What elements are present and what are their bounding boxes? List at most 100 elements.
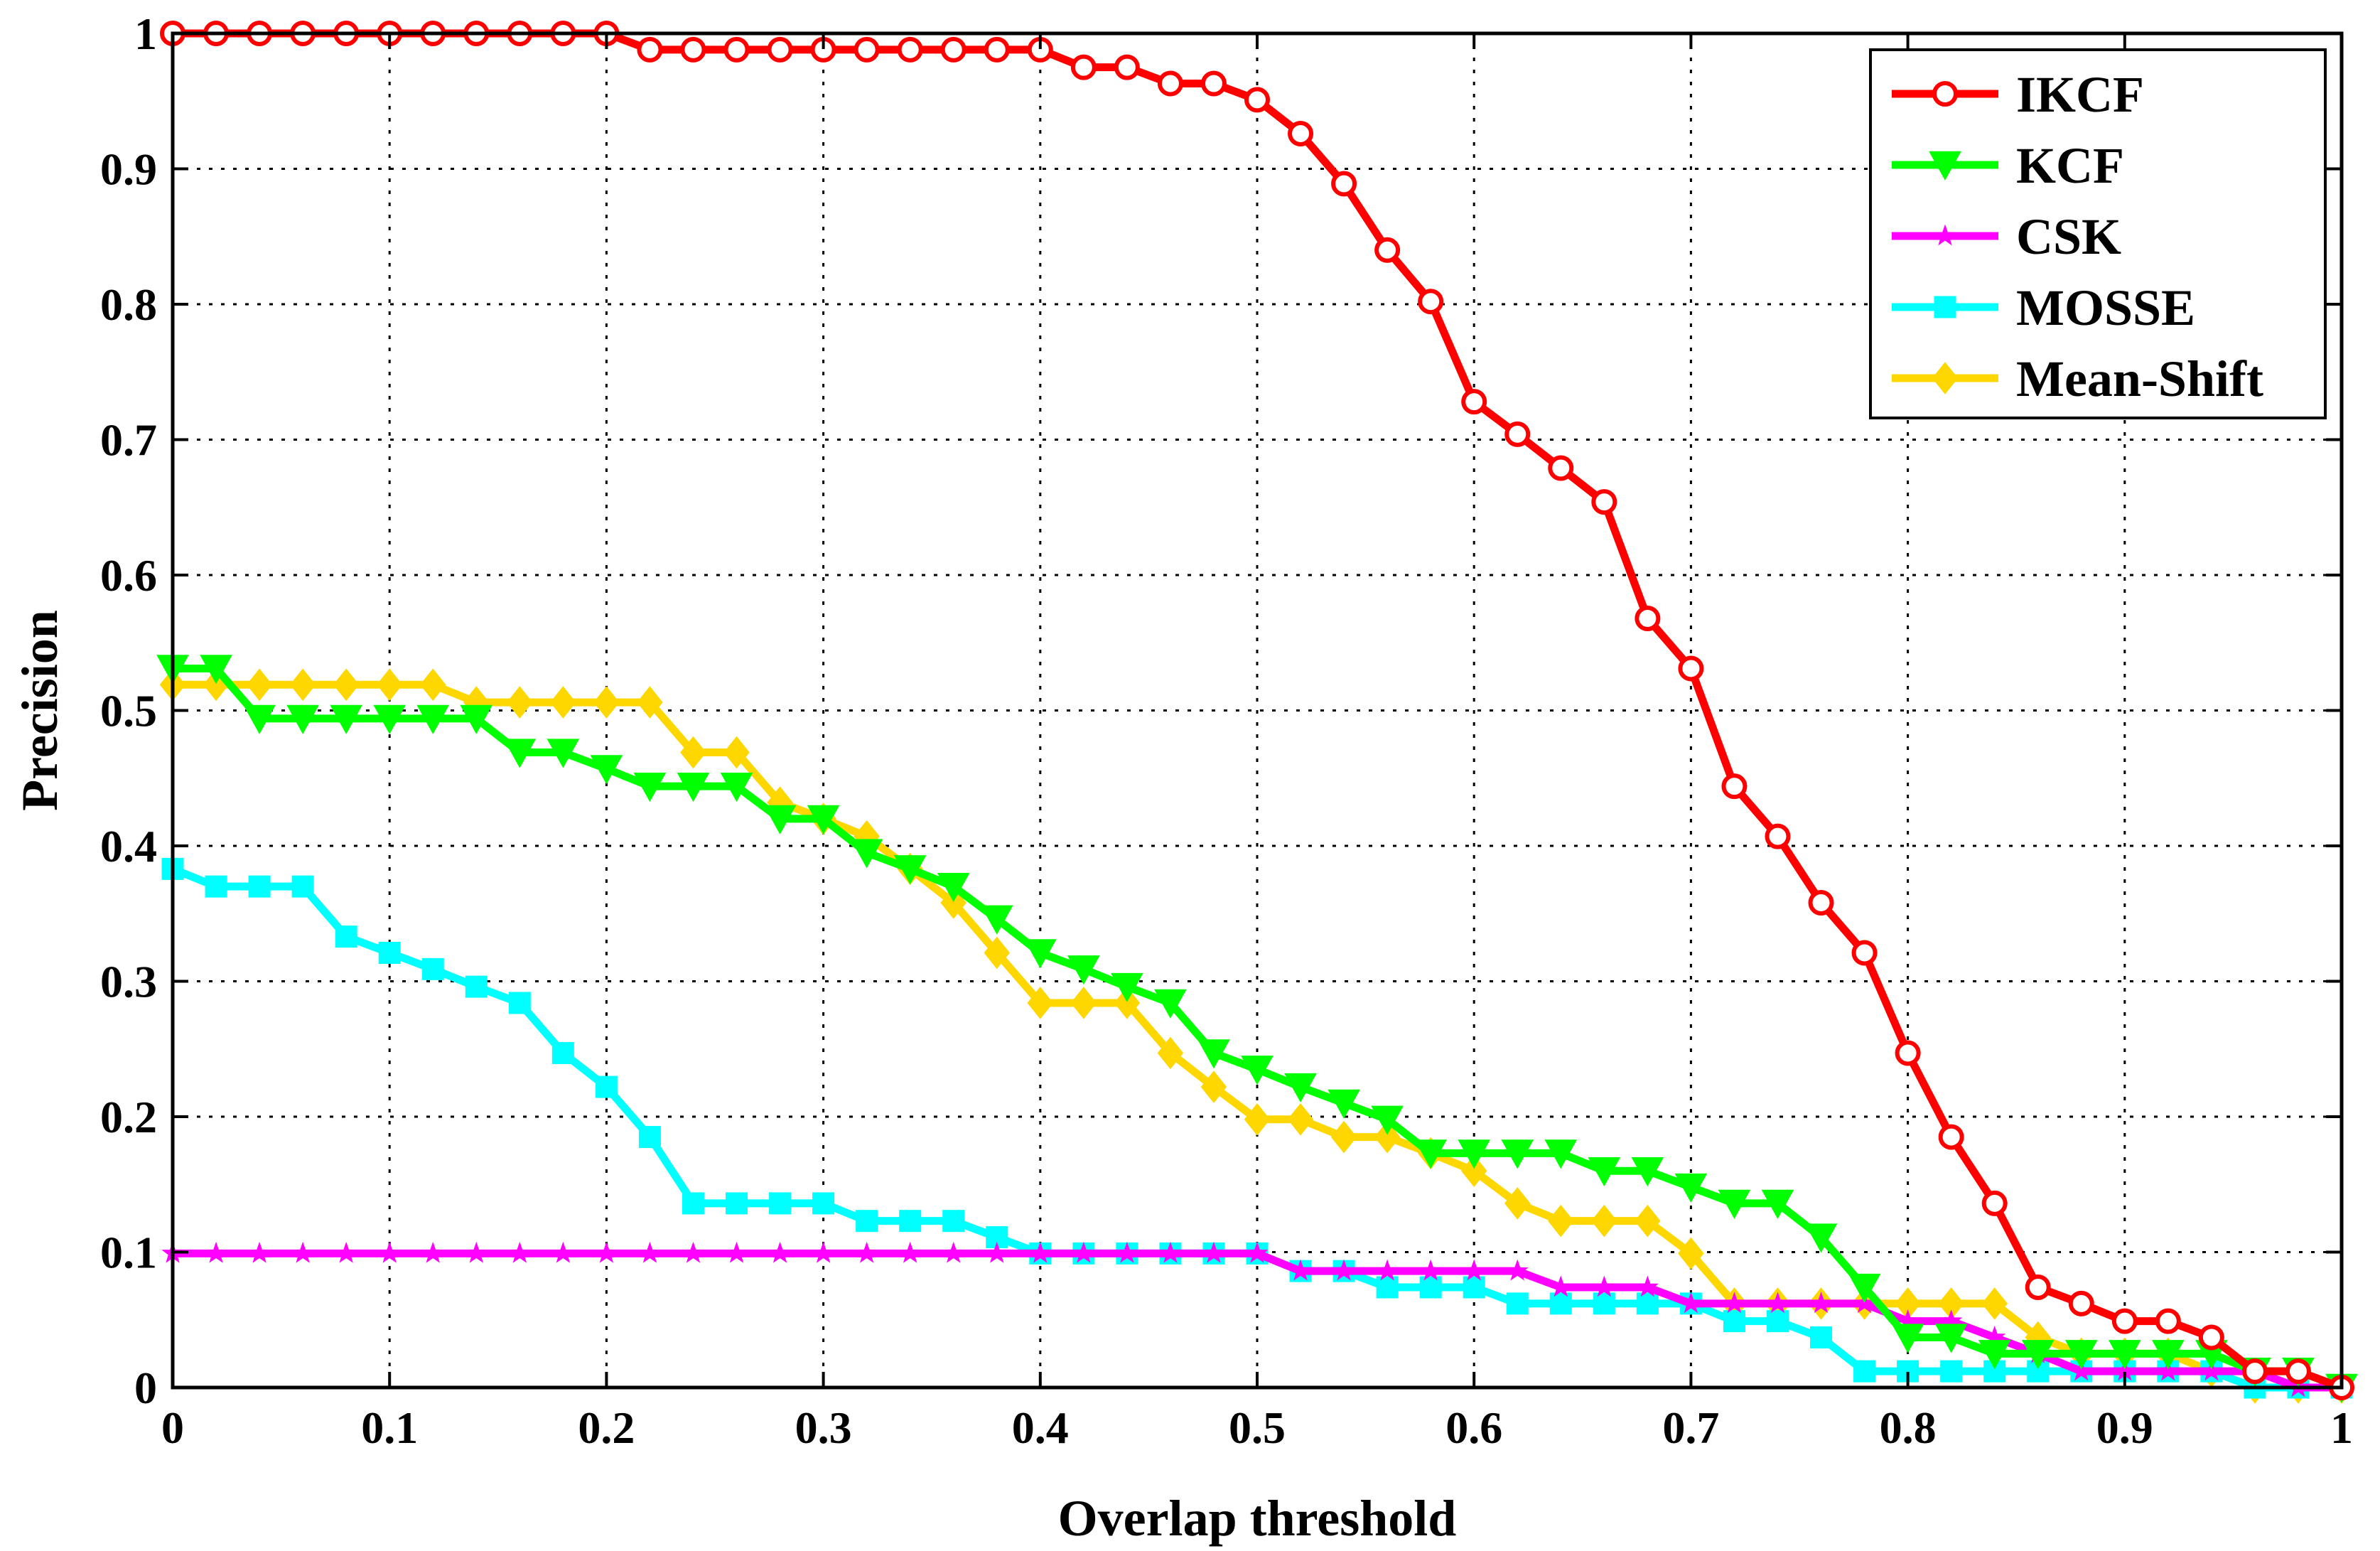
x-tick-label: 0.7 [1662,1402,1719,1453]
data-point [289,668,316,702]
y-tick-label: 1 [134,9,157,59]
data-point [1591,1204,1617,1238]
data-point [854,36,880,63]
data-point [725,1241,748,1263]
data-point [416,704,450,734]
legend: IKCF KCF CSK MOSSE Mean-Shift [1869,48,2327,419]
x-tick-label: 0.3 [795,1402,852,1453]
data-point [2070,1359,2093,1381]
data-point [2157,1359,2180,1381]
x-tick-label: 0 [161,1402,184,1453]
legend-item-mosse: MOSSE [1892,279,2195,336]
data-point [1332,1259,1355,1281]
data-point [1070,54,1097,80]
series-kcf [156,655,2358,1403]
data-point [1114,54,1140,80]
data-point [768,1241,792,1263]
data-point [248,1241,271,1263]
data-point [1506,1292,1529,1315]
data-point [1200,1070,1227,1103]
legend-items: IKCF KCF CSK MOSSE Mean-Shift [1892,66,2263,407]
data-point [1504,1187,1531,1220]
data-point [1853,1360,1876,1383]
data-point [508,1241,532,1263]
data-point [1244,1103,1271,1136]
data-point [1070,987,1097,1019]
data-point [1591,489,1617,515]
data-point [680,36,706,63]
data-point [940,36,966,63]
data-point [1200,70,1227,97]
data-point [1027,987,1054,1019]
y-tick-label: 0.8 [100,279,157,330]
data-point [291,875,314,898]
data-point [984,36,1010,63]
data-point [1851,940,1878,966]
data-point [508,992,531,1014]
legend-item-csk: CSK [1892,208,2121,265]
data-point [807,805,840,834]
data-point [1460,1154,1487,1188]
data-point [2064,1340,2098,1370]
axis-ticks: 0 0.1 0.2 0.3 0.4 0.5 0.6 0.7 0.8 0.9 1 0 0.1 0.2 0.3 0… [100,9,2353,1453]
data-point [1674,1173,1708,1203]
data-point [1287,1103,1314,1136]
series-layer [156,21,2358,1404]
data-point [1159,1241,1182,1263]
data-point [503,739,537,768]
data-point [850,839,883,869]
data-point [1288,120,1314,146]
data-point [1848,1273,1881,1303]
data-point [1544,1139,1578,1169]
data-point [1718,1189,1751,1219]
data-point [2068,1290,2094,1316]
data-point [1114,987,1141,1019]
data-point [1809,1292,1833,1314]
y-tick-label: 0.2 [100,1092,157,1142]
data-point [767,36,793,63]
legend-marker [1934,296,1956,318]
data-point [1202,1241,1225,1263]
data-point [856,1210,878,1233]
data-point [1111,972,1143,1003]
data-point [1374,237,1401,263]
data-point [1116,1241,1138,1263]
data-point [1636,1292,1659,1315]
data-point [812,1192,835,1215]
data-point [419,668,446,702]
legend-item-kcf: KCF [1892,137,2124,194]
legend-label: CSK [2016,208,2121,265]
data-point [2200,1359,2223,1381]
data-point [1371,1105,1404,1135]
legend-item-ikcf: IKCF [1892,66,2144,123]
data-point [1463,1276,1485,1299]
data-point [2025,1274,2051,1301]
data-point [897,36,923,63]
data-point [378,1241,401,1263]
x-tick-label: 0.1 [361,1402,418,1453]
data-point [1981,1287,2008,1320]
y-axis-label: Precision [11,610,68,811]
data-point [1548,1204,1574,1238]
y-tick-label: 0.6 [100,550,157,601]
data-point [1501,1139,1534,1169]
data-point [1593,1275,1616,1297]
data-point [1679,1292,1703,1314]
data-point [1723,1292,1746,1314]
data-point [373,704,406,734]
data-point [942,1210,965,1233]
data-point [205,875,227,898]
data-point [769,1192,792,1215]
data-point [682,1241,705,1263]
data-point [1244,87,1270,113]
data-point [465,975,488,998]
data-point [546,739,580,768]
y-tick-label: 0 [134,1363,157,1413]
data-point [378,941,401,964]
data-point [1157,1036,1184,1070]
data-point [1157,70,1183,97]
data-point [986,1241,1008,1263]
data-point [1284,1073,1317,1103]
data-point [637,36,663,63]
data-point [1289,1259,1312,1281]
